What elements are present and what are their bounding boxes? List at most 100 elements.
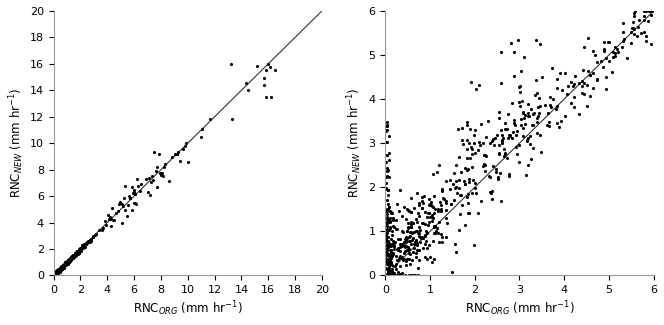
- Point: [56, 265, 67, 270]
- Point: [380, 222, 390, 227]
- Point: [426, 214, 437, 219]
- Point: [66, 254, 77, 259]
- Point: [489, 143, 499, 148]
- Point: [77, 243, 88, 248]
- Point: [94, 228, 104, 233]
- Point: [523, 162, 534, 167]
- Point: [119, 196, 129, 201]
- Point: [77, 245, 88, 251]
- Point: [382, 261, 392, 266]
- Point: [405, 221, 416, 227]
- Point: [56, 265, 66, 270]
- Point: [413, 266, 424, 271]
- Point: [382, 252, 393, 257]
- Point: [463, 167, 473, 172]
- Point: [618, 29, 628, 34]
- Point: [417, 236, 428, 241]
- Point: [384, 227, 394, 232]
- Point: [556, 119, 566, 124]
- Point: [53, 269, 64, 274]
- Point: [424, 210, 434, 215]
- Point: [49, 271, 60, 276]
- Point: [49, 273, 60, 278]
- Point: [429, 223, 440, 228]
- Point: [412, 242, 422, 247]
- Point: [469, 180, 480, 186]
- Point: [531, 78, 541, 83]
- Point: [497, 136, 508, 141]
- Point: [440, 215, 451, 221]
- Point: [52, 270, 62, 275]
- Point: [382, 259, 393, 264]
- Point: [163, 179, 174, 184]
- Point: [64, 256, 75, 261]
- Point: [391, 266, 402, 272]
- Point: [76, 246, 86, 251]
- Point: [65, 258, 76, 264]
- Point: [417, 206, 428, 211]
- Point: [461, 122, 472, 127]
- Point: [383, 273, 394, 278]
- Point: [436, 209, 446, 214]
- Point: [60, 262, 70, 267]
- Point: [511, 133, 522, 138]
- Point: [634, 18, 645, 23]
- Point: [382, 165, 392, 171]
- Point: [128, 190, 139, 195]
- Point: [260, 67, 271, 72]
- Point: [381, 207, 392, 212]
- Point: [382, 240, 393, 246]
- Point: [544, 94, 555, 99]
- Point: [386, 250, 396, 255]
- Point: [398, 240, 409, 245]
- Point: [438, 196, 449, 201]
- Point: [381, 237, 392, 242]
- Point: [226, 116, 237, 121]
- Point: [52, 268, 62, 273]
- Point: [72, 248, 83, 254]
- Point: [74, 250, 85, 255]
- Point: [388, 223, 399, 228]
- Point: [53, 268, 64, 274]
- Point: [57, 264, 68, 269]
- Point: [73, 249, 84, 254]
- Point: [72, 249, 83, 254]
- Point: [582, 83, 592, 88]
- Point: [384, 257, 395, 262]
- Point: [394, 187, 405, 192]
- Point: [53, 269, 64, 274]
- Point: [499, 150, 510, 156]
- Point: [135, 181, 146, 187]
- Point: [383, 241, 394, 246]
- Point: [125, 195, 135, 201]
- Point: [407, 258, 418, 263]
- Point: [53, 268, 64, 273]
- Point: [51, 270, 62, 275]
- Point: [103, 212, 114, 217]
- Point: [469, 132, 479, 137]
- Point: [460, 181, 471, 187]
- Point: [598, 46, 609, 51]
- Point: [384, 253, 394, 258]
- Point: [384, 264, 394, 269]
- Point: [67, 254, 78, 259]
- Point: [51, 270, 62, 275]
- Point: [54, 267, 64, 272]
- Point: [386, 266, 397, 271]
- Point: [48, 272, 59, 277]
- Point: [56, 266, 66, 272]
- Point: [402, 247, 413, 252]
- Point: [74, 246, 84, 251]
- Point: [497, 137, 508, 143]
- Point: [66, 255, 76, 260]
- Point: [48, 273, 59, 278]
- Point: [380, 259, 390, 264]
- Point: [598, 64, 609, 69]
- Point: [60, 259, 70, 265]
- Point: [469, 242, 479, 248]
- Point: [385, 215, 396, 221]
- Point: [505, 41, 516, 46]
- Point: [382, 273, 392, 278]
- Point: [60, 260, 71, 266]
- Point: [413, 225, 424, 230]
